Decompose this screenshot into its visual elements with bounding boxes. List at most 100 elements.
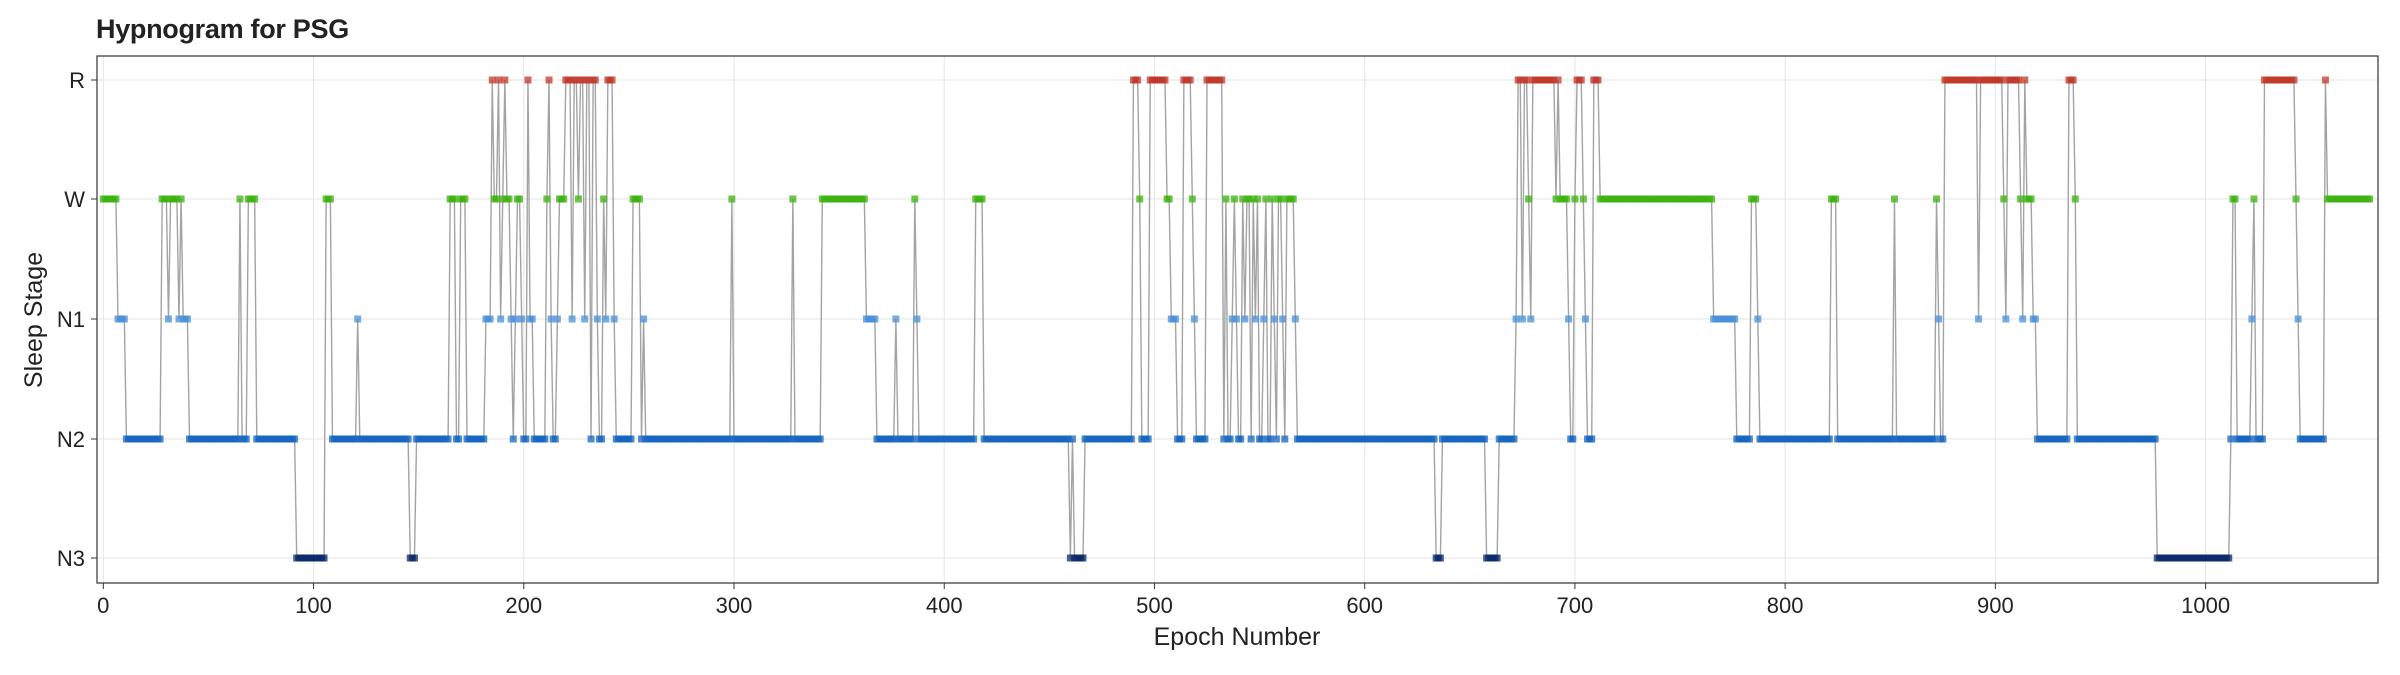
x-tick-label: 900 [1977, 593, 2014, 618]
epoch-marker-n1 [568, 315, 576, 323]
y-tick-label: N1 [57, 307, 85, 332]
epoch-marker-n2 [444, 435, 452, 443]
epoch-marker-w [1262, 195, 1270, 203]
epoch-marker-r [608, 76, 616, 84]
epoch-marker-n1 [547, 315, 555, 323]
epoch-marker-n2 [1888, 435, 1896, 443]
marker-layer [99, 76, 2374, 562]
epoch-marker-w [461, 195, 469, 203]
epoch-marker-r [1550, 76, 1558, 84]
epoch-marker-n2 [352, 435, 360, 443]
epoch-marker-n1 [1260, 315, 1268, 323]
epoch-marker-n2 [2227, 435, 2235, 443]
epoch-marker-n1 [1565, 315, 1573, 323]
epoch-marker-n2 [1930, 435, 1938, 443]
epoch-marker-n1 [593, 315, 601, 323]
epoch-marker-n2 [2319, 435, 2327, 443]
epoch-marker-w [1890, 195, 1898, 203]
epoch-marker-n1 [1232, 315, 1240, 323]
epoch-marker-n2 [291, 435, 299, 443]
epoch-marker-r [495, 76, 503, 84]
epoch-marker-n2 [1939, 435, 1947, 443]
epoch-marker-w [162, 195, 170, 203]
epoch-marker-n1 [913, 315, 921, 323]
epoch-marker-n2 [890, 435, 898, 443]
epoch-marker-n2 [1588, 435, 1596, 443]
epoch-marker-r [566, 76, 574, 84]
epoch-marker-w [492, 195, 500, 203]
epoch-marker-w [1289, 195, 1297, 203]
epoch-marker-w [505, 195, 513, 203]
epoch-marker-r [1516, 76, 1524, 84]
epoch-marker-w [860, 195, 868, 203]
epoch-marker-w [2366, 195, 2374, 203]
epoch-marker-w [635, 195, 643, 203]
epoch-marker-n1 [553, 315, 561, 323]
epoch-marker-r [591, 76, 599, 84]
epoch-marker-n2 [970, 435, 978, 443]
epoch-marker-r [1161, 76, 1169, 84]
epoch-marker-n1 [183, 315, 191, 323]
y-tick-label: W [64, 187, 85, 212]
epoch-marker-n2 [480, 435, 488, 443]
epoch-marker-r [1998, 76, 2006, 84]
epoch-marker-w [1222, 195, 1230, 203]
x-axis-label: Epoch Number [1154, 623, 1321, 651]
epoch-marker-n2 [587, 435, 595, 443]
epoch-marker-n2 [1247, 435, 1255, 443]
epoch-marker-n1 [1279, 315, 1287, 323]
epoch-marker-r [501, 76, 509, 84]
epoch-marker-n2 [404, 435, 412, 443]
x-axis: 0 100 200 300 400 500 600 700 800 900 1000 [97, 583, 2230, 618]
epoch-marker-n1 [1975, 315, 1983, 323]
epoch-marker-n2 [816, 435, 824, 443]
x-tick-label: 500 [1136, 593, 1173, 618]
epoch-marker-n3 [1493, 554, 1501, 562]
epoch-marker-w [236, 195, 244, 203]
epoch-marker-w [1230, 195, 1238, 203]
epoch-marker-w [1832, 195, 1840, 203]
epoch-marker-w [1752, 195, 1760, 203]
epoch-marker-r [2069, 76, 2077, 84]
epoch-marker-n1 [1251, 315, 1259, 323]
epoch-marker-n2 [598, 435, 606, 443]
epoch-marker-n1 [1512, 315, 1520, 323]
epoch-marker-n2 [551, 435, 559, 443]
epoch-marker-n1 [1527, 315, 1535, 323]
epoch-marker-n2 [1266, 435, 1274, 443]
epoch-marker-n1 [1241, 315, 1249, 323]
epoch-marker-n2 [2063, 435, 2071, 443]
epoch-marker-w [1563, 195, 1571, 203]
epoch-marker-r [1523, 76, 1531, 84]
epoch-marker-n2 [522, 435, 530, 443]
epoch-marker-n1 [528, 315, 536, 323]
epoch-marker-n3 [2225, 554, 2233, 562]
epoch-marker-w [574, 195, 582, 203]
epoch-marker-n1 [1190, 315, 1198, 323]
epoch-marker-n2 [1068, 435, 1076, 443]
epoch-marker-n3 [1079, 554, 1087, 562]
epoch-marker-r [572, 76, 580, 84]
x-tick-label: 700 [1557, 593, 1594, 618]
epoch-marker-n2 [1281, 435, 1289, 443]
y-tick-label: N2 [57, 427, 85, 452]
epoch-marker-w [978, 195, 986, 203]
epoch-marker-w [2000, 195, 2008, 203]
epoch-marker-n2 [1220, 435, 1228, 443]
x-tick-label: 600 [1346, 593, 1383, 618]
epoch-marker-n2 [2246, 435, 2254, 443]
epoch-marker-r [524, 76, 532, 84]
epoch-marker-r [1554, 76, 1562, 84]
epoch-marker-n1 [1581, 315, 1589, 323]
epoch-marker-n3 [320, 554, 328, 562]
epoch-marker-w [173, 195, 181, 203]
epoch-marker-n2 [1430, 435, 1438, 443]
epoch-marker-n2 [1745, 435, 1753, 443]
epoch-marker-n2 [1226, 435, 1234, 443]
epoch-marker-w [450, 195, 458, 203]
epoch-marker-n2 [726, 435, 734, 443]
epoch-marker-n3 [410, 554, 418, 562]
epoch-marker-n1 [640, 315, 648, 323]
epoch-marker-w [2231, 195, 2239, 203]
epoch-marker-w [1552, 195, 1560, 203]
